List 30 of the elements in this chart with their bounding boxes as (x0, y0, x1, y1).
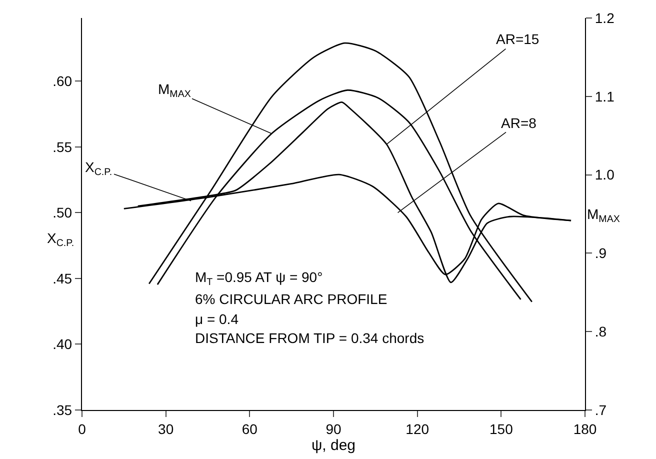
x-tick-label: 30 (158, 420, 174, 437)
annotation: 6% CIRCULAR ARC PROFILE (195, 291, 388, 307)
y-tick-label: .35 (52, 402, 72, 418)
x-axis-title: ψ, deg (311, 436, 356, 454)
y-tick-label: .55 (52, 138, 72, 155)
x-tick-label: 150 (489, 420, 514, 437)
x-tick-label: 120 (406, 420, 430, 437)
x-tick-label: 180 (573, 420, 597, 437)
y2-axis-title: M$_{MAX}$ (587, 206, 620, 225)
x-tick-label: 90 (326, 420, 342, 437)
annotation: μ = 0.4 (195, 311, 239, 327)
x-tick-label: 60 (242, 420, 258, 437)
annotation: M$_{T}$ =0.95 AT ψ = 90° (195, 269, 323, 288)
y2-tick-label: .8 (594, 324, 607, 340)
annotation: X$_{C.P.}$ (85, 159, 112, 178)
annotation: DISTANCE FROM TIP = 0.34 chords (195, 330, 424, 346)
y-tick-label: .40 (52, 336, 72, 352)
y-tick-label: .60 (52, 73, 72, 90)
y2-tick-label: 1.0 (594, 166, 615, 183)
y2-tick-label: .7 (594, 402, 607, 418)
y-tick-label: .45 (52, 270, 72, 286)
y-tick-label: .50 (52, 204, 72, 221)
y2-tick-label: 1.2 (594, 10, 615, 26)
annotation: AR=15 (496, 31, 540, 47)
y-axis-title: X$_{C.P.}$ (47, 230, 74, 249)
x-tick-label: 0 (78, 420, 86, 437)
y2-tick-label: 1.1 (594, 88, 615, 104)
y2-tick-label: .9 (594, 245, 607, 262)
annotation: AR=8 (501, 115, 537, 131)
annotation: M$_{MAX}$ (158, 81, 192, 100)
